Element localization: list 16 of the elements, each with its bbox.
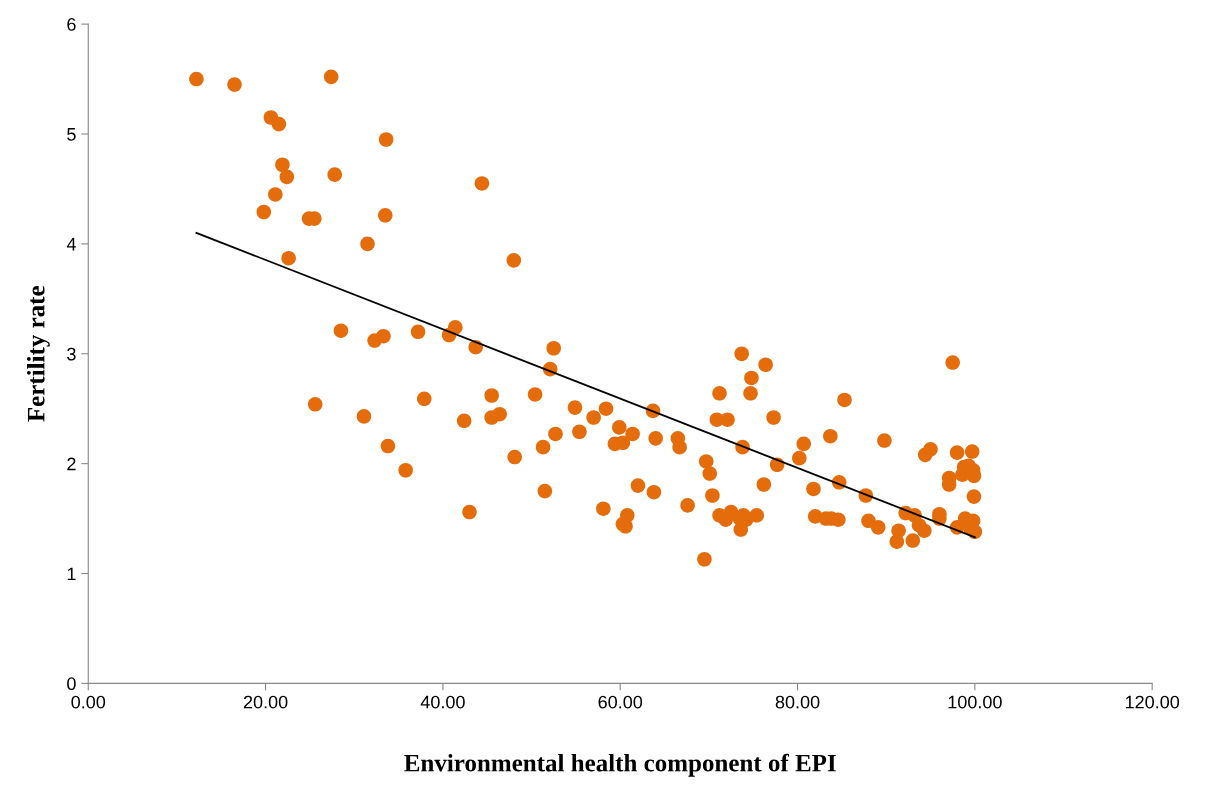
x-tick-label: 40.00: [420, 695, 465, 709]
y-tick-label: 0: [67, 677, 76, 691]
x-tick-label: 60.00: [598, 695, 643, 709]
y-tick-label: 1: [67, 567, 76, 581]
y-axis-title: Fertility rate: [27, 286, 50, 422]
y-tick-label: 5: [67, 128, 76, 141]
x-axis-title: Environmental health component of EPI: [404, 753, 836, 777]
y-tick-label: 3: [67, 347, 76, 361]
x-tick-label: 20.00: [243, 695, 288, 709]
y-tick-label: 4: [66, 238, 76, 251]
y-tick-label: 2: [67, 457, 76, 471]
x-tick-label: 0.00: [71, 695, 106, 709]
y-tick-label: 6: [67, 18, 76, 31]
x-tick-label: 120.00: [1125, 695, 1180, 709]
x-tick-label: 100.00: [948, 695, 1002, 709]
x-tick-label: 80.00: [775, 695, 820, 709]
